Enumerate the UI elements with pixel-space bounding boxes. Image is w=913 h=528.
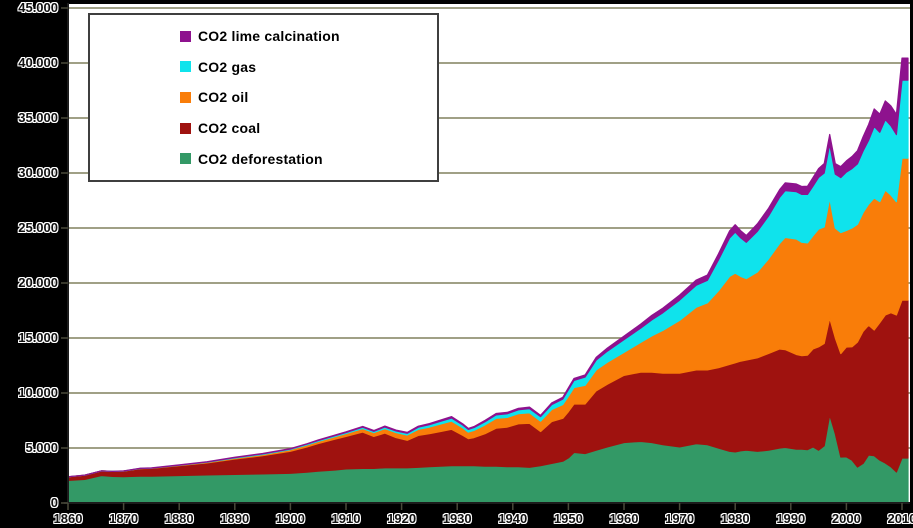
deforestation-swatch-icon — [180, 153, 191, 165]
lime-calcination-swatch-icon — [180, 30, 191, 42]
legend-item-co2-gas: CO2 gas — [180, 57, 437, 77]
legend-label: CO2 deforestation — [198, 150, 323, 167]
legend-item-co2-lime-calcination: CO2 lime calcination — [180, 26, 437, 46]
tick-marks — [61, 7, 903, 510]
legend-item-co2-deforestation: CO2 deforestation — [180, 149, 437, 169]
area-co2-lime-calcination — [67, 57, 909, 478]
legend-item-co2-coal: CO2 coal — [180, 118, 437, 138]
legend-label: CO2 gas — [198, 58, 257, 75]
axes — [64, 3, 910, 504]
gas-swatch-icon — [180, 61, 191, 73]
oil-swatch-icon — [180, 91, 191, 103]
legend-item-co2-oil: CO2 oil — [180, 87, 437, 107]
legend-label: CO2 coal — [198, 120, 261, 137]
coal-swatch-icon — [180, 122, 191, 134]
legend-label: CO2 lime calcination — [198, 28, 340, 45]
chart-legend: CO2 lime calcination CO2 gas CO2 oil CO2… — [88, 13, 439, 182]
legend-label: CO2 oil — [198, 89, 249, 106]
